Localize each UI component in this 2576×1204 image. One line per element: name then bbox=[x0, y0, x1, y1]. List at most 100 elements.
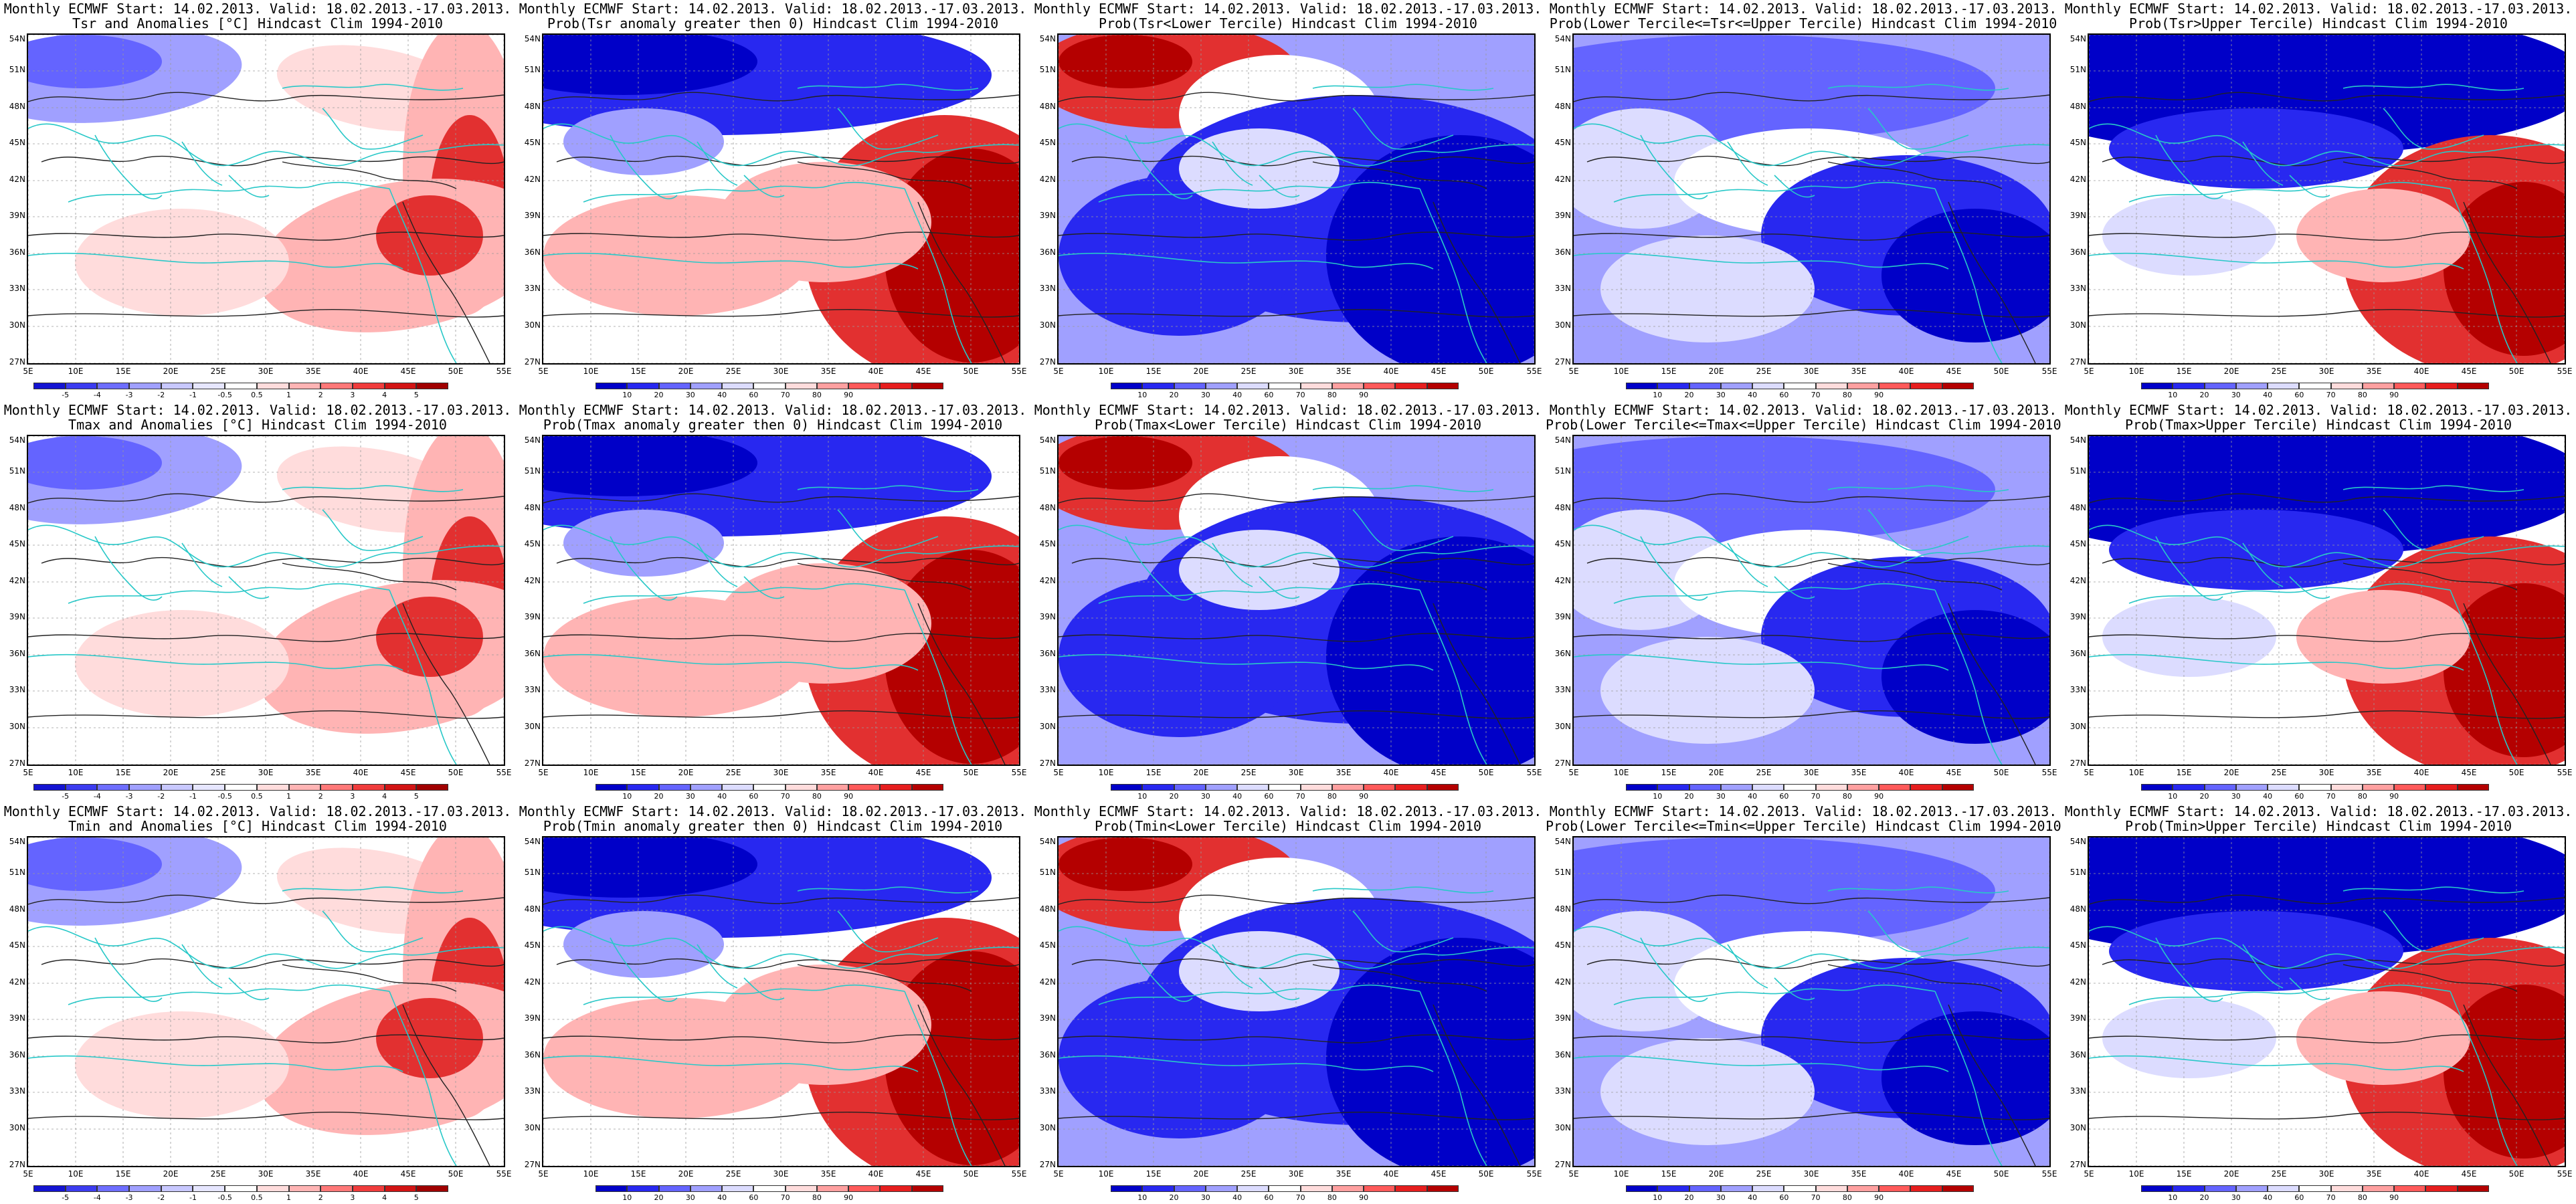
contour-line bbox=[1059, 92, 1534, 102]
colorbar-tick-label: 30 bbox=[1200, 792, 1210, 801]
coastline bbox=[1727, 542, 1815, 599]
latitude-label: 36N bbox=[1039, 247, 1056, 257]
panel-title-line1: Monthly ECMWF Start: 14.02.2013. Valid: … bbox=[519, 402, 1027, 418]
latitude-label: 39N bbox=[2069, 612, 2086, 621]
colorbar-swatch bbox=[1657, 383, 1689, 389]
field-shading bbox=[2109, 911, 2403, 991]
colorbar-tick-label: 80 bbox=[1842, 391, 1852, 399]
contour-line bbox=[1071, 155, 1534, 167]
contour-line bbox=[28, 633, 504, 642]
colorbar-tick-label: 80 bbox=[1842, 1193, 1852, 1202]
field-shading bbox=[1600, 637, 1815, 744]
contour-line bbox=[1574, 894, 2049, 905]
longitude-label: 40E bbox=[1383, 768, 1399, 777]
latitude-label: 27N bbox=[524, 357, 541, 367]
panel-title-line1: Monthly ECMWF Start: 14.02.2013. Valid: … bbox=[3, 402, 512, 418]
colorbar-swatch bbox=[97, 383, 130, 389]
latitude-label: 48N bbox=[524, 904, 541, 914]
contour-line bbox=[28, 894, 504, 905]
panel-title-line2: Prob(Lower Tercile<=Tsr<=Upper Tercile) … bbox=[1549, 15, 2057, 31]
colorbar-tick-label: 20 bbox=[654, 1193, 664, 1202]
longitude-label: 10E bbox=[68, 367, 84, 376]
colorbar-tick-label: 10 bbox=[2168, 792, 2178, 801]
longitude-label: 50E bbox=[1993, 367, 2009, 376]
field-shading bbox=[376, 195, 483, 276]
contour-line bbox=[543, 92, 1019, 102]
colorbar-swatch bbox=[2330, 383, 2363, 389]
latitude-label: 33N bbox=[1039, 685, 1056, 694]
colorbar-tick-label: -5 bbox=[62, 391, 70, 399]
coastline bbox=[2383, 509, 2484, 551]
colorbar-tick-label: -3 bbox=[125, 391, 133, 399]
coastline bbox=[68, 181, 390, 203]
coastline bbox=[1352, 509, 1454, 551]
field-shading bbox=[1059, 837, 1192, 891]
longitude-label: 15E bbox=[2176, 768, 2192, 777]
longitude-label: 50E bbox=[1478, 367, 1494, 376]
latitude-label: 36N bbox=[1039, 649, 1056, 658]
colorbar-swatch bbox=[1364, 1185, 1396, 1192]
colorbar-swatch bbox=[129, 1185, 161, 1192]
colorbar-swatch bbox=[1752, 1185, 1784, 1192]
colorbar-swatch bbox=[256, 1185, 289, 1192]
longitude-label: 30E bbox=[1288, 367, 1304, 376]
latitude-label: 45N bbox=[1039, 138, 1056, 147]
latitude-label: 48N bbox=[524, 102, 541, 111]
map-panel-tmax-4: Monthly ECMWF Start: 14.02.2013. Valid: … bbox=[1546, 401, 2061, 803]
longitude-label: 20E bbox=[2223, 1169, 2239, 1179]
panel-title-line1: Monthly ECMWF Start: 14.02.2013. Valid: … bbox=[1549, 803, 2057, 819]
coastline bbox=[1059, 123, 1534, 167]
longitude-label: 25E bbox=[1240, 768, 1257, 777]
colorbar-swatch bbox=[2235, 383, 2268, 389]
longitude-label: 50E bbox=[448, 367, 464, 376]
colorbar-tick-label: 60 bbox=[1264, 1193, 1274, 1202]
colorbar-swatch bbox=[161, 1185, 193, 1192]
coastline bbox=[1613, 583, 1936, 604]
colorbar-swatch bbox=[288, 784, 321, 791]
latitude-label: 36N bbox=[524, 247, 541, 257]
latitude-label: 42N bbox=[1039, 175, 1056, 184]
latitude-label: 45N bbox=[2069, 138, 2086, 147]
latitude-label: 45N bbox=[1039, 940, 1056, 950]
longitude-label: 30E bbox=[773, 1169, 789, 1179]
contour-line bbox=[28, 231, 504, 241]
colorbar-swatch bbox=[1269, 784, 1301, 791]
longitude-label: 5E bbox=[2084, 367, 2094, 376]
longitude-label: 40E bbox=[2413, 768, 2429, 777]
colorbar-tick-label: -2 bbox=[157, 391, 165, 399]
map-canvas bbox=[1574, 436, 2049, 765]
coastline bbox=[1727, 141, 1815, 198]
colorbar-tick-label: 60 bbox=[2294, 792, 2304, 801]
latitude-label: 39N bbox=[2069, 211, 2086, 220]
contour-line bbox=[1059, 493, 1534, 504]
colorbar-tick-label: 30 bbox=[1200, 1193, 1210, 1202]
longitude-label: 55E bbox=[2557, 367, 2573, 376]
colorbar-swatch bbox=[2425, 1185, 2458, 1192]
colorbar-tick-label: 30 bbox=[685, 1193, 695, 1202]
latitude-label: 48N bbox=[9, 904, 25, 914]
latitude-label: 30N bbox=[2069, 1123, 2086, 1132]
latitude-label: 45N bbox=[9, 940, 25, 950]
latitude-label: 39N bbox=[1554, 1013, 1571, 1023]
field-shading bbox=[2109, 108, 2403, 189]
contour-line bbox=[1312, 161, 1487, 189]
colorbar-tick-label: 2 bbox=[318, 1193, 323, 1202]
colorbar-tick-label: 70 bbox=[1295, 792, 1305, 801]
colorbar-swatch bbox=[595, 1185, 628, 1192]
map-canvas bbox=[1574, 837, 2049, 1166]
colorbar-swatch bbox=[1784, 784, 1816, 791]
colorbar-swatch bbox=[1657, 1185, 1689, 1192]
longitude-label: 50E bbox=[1478, 768, 1494, 777]
longitude-label: 5E bbox=[1053, 367, 1064, 376]
longitude-label: 55E bbox=[1526, 768, 1542, 777]
latitude-label: 36N bbox=[524, 1050, 541, 1060]
colorbar-swatch bbox=[2330, 784, 2363, 791]
contour-line bbox=[1059, 1112, 1534, 1120]
coastline bbox=[2450, 589, 2518, 765]
colorbar-tick-label: 70 bbox=[1811, 391, 1821, 399]
longitude-label: 45E bbox=[1946, 367, 1962, 376]
contour-line bbox=[543, 1112, 1019, 1120]
map-frame bbox=[2088, 435, 2566, 766]
latitude-label: 39N bbox=[524, 211, 541, 220]
longitude-label: 50E bbox=[2508, 1169, 2524, 1179]
